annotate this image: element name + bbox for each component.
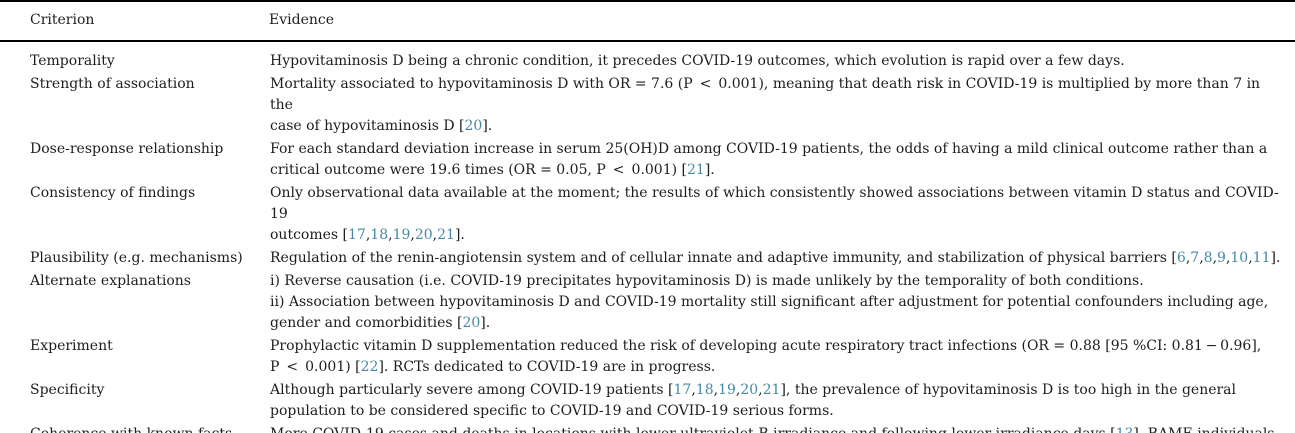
- citation-link[interactable]: 20: [414, 227, 433, 243]
- citation-link[interactable]: 11: [1252, 250, 1271, 266]
- table-row: Dose-response relationship For each stand…: [0, 138, 1295, 182]
- citation-link[interactable]: 8: [1203, 250, 1213, 266]
- citation-link[interactable]: 20: [740, 382, 759, 398]
- criterion-cell: Specificity: [30, 382, 105, 398]
- citation-link[interactable]: 19: [718, 382, 736, 398]
- citation-link[interactable]: 18: [370, 227, 389, 243]
- table-row: Experiment Prophylactic vitamin D supplem…: [0, 335, 1295, 379]
- criterion-cell: Plausibility (e.g. mechanisms): [30, 250, 243, 266]
- evidence-cell: i) Reverse causation (i.e. COVID-19 prec…: [270, 273, 1269, 331]
- citation-link[interactable]: 19: [392, 227, 411, 243]
- table-row: Coherence with known factsMore COVID-19 …: [0, 423, 1295, 433]
- criterion-cell: Strength of association: [30, 76, 195, 92]
- table-body: Temporality Hypovitaminosis D being a chr…: [0, 41, 1295, 433]
- criterion-cell: Experiment: [30, 338, 113, 354]
- evidence-cell: Although particularly severe among COVID…: [270, 382, 1237, 419]
- evidence-cell: For each standard deviation increase in …: [270, 141, 1268, 178]
- criterion-cell: Consistency of findings: [30, 185, 196, 201]
- citation-link[interactable]: 7: [1190, 250, 1200, 266]
- citation-link[interactable]: 10: [1230, 250, 1249, 266]
- citation-link[interactable]: 17: [673, 382, 692, 398]
- citation-link[interactable]: 13: [1116, 426, 1134, 433]
- criterion-cell: Coherence with known facts: [0, 423, 269, 433]
- evidence-cell: Regulation of the renin-angiotensin syst…: [270, 250, 1281, 266]
- evidence-cell: Prophylactic vitamin D supplementation r…: [270, 338, 1262, 375]
- citation-link[interactable]: 20: [464, 118, 483, 134]
- table-row: Temporality Hypovitaminosis D being a chr…: [0, 41, 1295, 73]
- criterion-cell: Temporality: [30, 53, 115, 69]
- table-row: Plausibility (e.g. mechanisms) Regulation…: [0, 247, 1295, 270]
- table-row: Specificity Although particularly severe …: [0, 379, 1295, 423]
- citation-link[interactable]: 21: [687, 162, 705, 178]
- table-row: Alternate explanations i) Reverse causati…: [0, 270, 1295, 335]
- evidence-cell: Only observational data available at the…: [270, 185, 1279, 243]
- table-row: Consistency of findings Only observationa…: [0, 182, 1295, 247]
- header-row: Criterion Evidence: [0, 1, 1295, 42]
- evidence-cell: Mortality associated to hypovitaminosis …: [270, 76, 1261, 134]
- evidence-cell: More COVID-19 cases and deaths in locati…: [269, 423, 1295, 433]
- table-row: Strength of association Mortality associa…: [0, 73, 1295, 138]
- header-evidence: Evidence: [269, 1, 1295, 42]
- citation-link[interactable]: 9: [1217, 250, 1226, 266]
- criterion-cell: Dose-response relationship: [30, 141, 224, 157]
- citation-link[interactable]: 21: [762, 382, 781, 398]
- header-criterion: Criterion: [0, 1, 269, 42]
- citation-link[interactable]: 17: [348, 227, 366, 243]
- citation-link[interactable]: 18: [695, 382, 714, 398]
- citation-link[interactable]: 6: [1176, 250, 1186, 266]
- criterion-cell: Alternate explanations: [30, 273, 191, 289]
- table-header: Criterion Evidence: [0, 1, 1295, 42]
- citation-link[interactable]: 21: [437, 227, 455, 243]
- citation-link[interactable]: 20: [462, 315, 481, 331]
- citation-link[interactable]: 22: [360, 359, 379, 375]
- evidence-cell: Hypovitaminosis D being a chronic condit…: [270, 53, 1125, 69]
